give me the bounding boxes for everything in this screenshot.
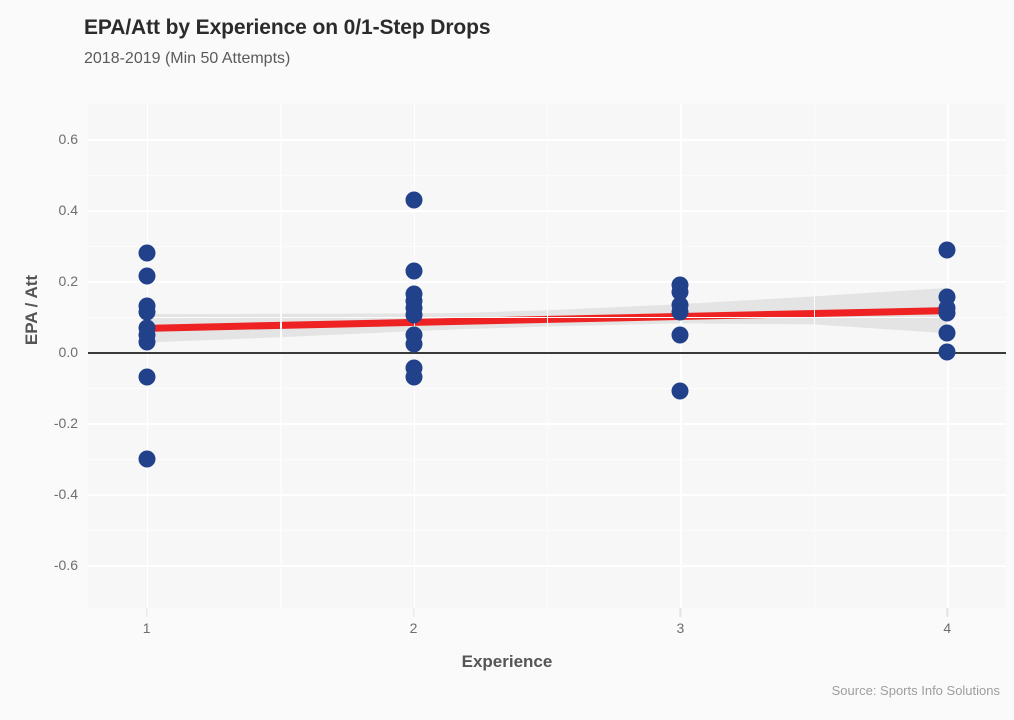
x-axis-tick-label: 3 — [676, 620, 685, 636]
x-axis-label: Experience — [461, 652, 553, 671]
scatter-point — [938, 324, 956, 342]
gridline-vertical — [680, 104, 682, 608]
scatter-point — [405, 262, 423, 280]
x-axis-tick-label: 4 — [943, 620, 952, 636]
gridline-horizontal — [88, 423, 1006, 425]
gridline-vertical — [413, 104, 415, 608]
x-axis-tick-label: 1 — [142, 620, 151, 636]
y-axis-tick-label: -0.6 — [53, 557, 78, 574]
scatter-point — [138, 450, 156, 468]
scatter-point — [138, 368, 156, 386]
x-axis-tick-label: 2 — [409, 620, 418, 636]
x-axis-tick-mark — [412, 608, 415, 617]
y-axis-tick-label: -0.2 — [53, 415, 78, 432]
y-axis-label: EPA / Att — [22, 274, 41, 346]
scatter-point — [405, 306, 423, 324]
plot-panel: -0.6 -0.4 -0.2 0.0 0.2 0.4 0.6 1 2 3 4 — [54, 104, 1006, 636]
scatter-point — [938, 241, 956, 259]
scatter-point — [405, 368, 423, 386]
scatter-point — [138, 303, 156, 321]
scatter-point — [405, 191, 423, 209]
y-axis-tick-label: 0.2 — [58, 273, 78, 290]
x-axis-tick-mark — [679, 608, 682, 617]
y-axis-tick-label: 0.4 — [58, 202, 78, 219]
zero-reference-line — [88, 352, 1006, 355]
source-caption: Source: Sports Info Solutions — [831, 683, 1000, 698]
scatter-point — [938, 343, 956, 361]
gridline-vertical-minor — [813, 104, 816, 608]
gridline-horizontal — [88, 210, 1006, 212]
page-title: EPA/Att by Experience on 0/1-Step Drops — [84, 16, 491, 39]
x-axis-tick-mark — [946, 608, 948, 617]
gridline-horizontal — [88, 139, 1006, 141]
scatter-point — [671, 382, 689, 400]
gridline-vertical-minor — [547, 104, 549, 608]
chart-subtitle: 2018-2019 (Min 50 Attempts) — [84, 50, 291, 67]
gridline-vertical-minor — [280, 104, 282, 608]
gridline-horizontal — [88, 494, 1006, 496]
y-axis-tick-label: -0.4 — [53, 486, 78, 503]
scatter-point — [138, 333, 156, 351]
scatter-point — [671, 326, 689, 344]
scatter-point — [405, 335, 423, 353]
y-axis-tick-label: 0.6 — [58, 131, 78, 148]
scatter-point — [138, 267, 156, 285]
y-axis-tick-label: 0.0 — [58, 344, 78, 361]
gridline-vertical — [146, 104, 149, 608]
scatter-point — [138, 244, 156, 262]
gridline-horizontal — [88, 565, 1006, 567]
scatter-point — [938, 304, 956, 322]
x-axis-tick-mark — [146, 608, 148, 617]
scatter-point — [671, 303, 689, 321]
gridline-horizontal — [88, 281, 1006, 283]
